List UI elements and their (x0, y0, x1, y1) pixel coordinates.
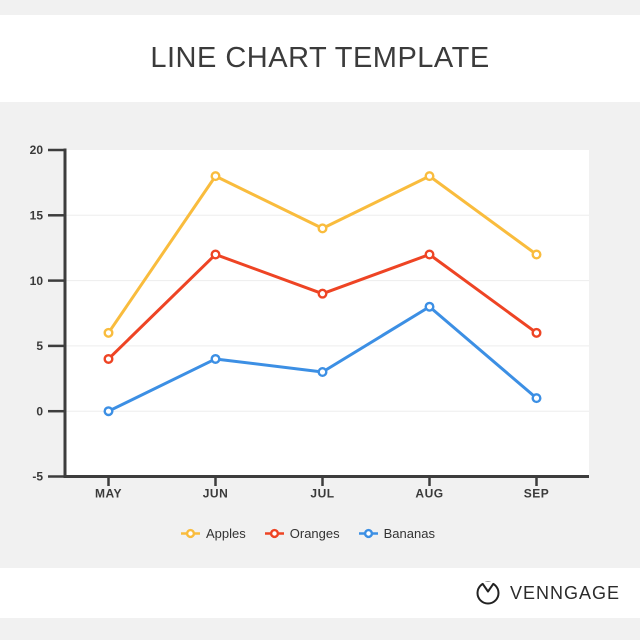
legend-marker-bananas (358, 528, 378, 538)
series-line-oranges (107, 252, 538, 361)
legend-marker-oranges (264, 528, 284, 538)
x-tick-label: MAY (95, 487, 122, 501)
y-tick-label: 0 (36, 404, 43, 418)
y-tick-label: 20 (30, 143, 44, 157)
legend-item-oranges: Oranges (264, 525, 340, 541)
legend-marker-apples (181, 528, 201, 538)
legend-item-apples: Apples (181, 526, 246, 541)
plot-area (65, 150, 589, 477)
legend-label: Apples (206, 525, 246, 541)
chart-legend: Apples Oranges Bananas (0, 524, 628, 542)
venngage-pie-icon (476, 581, 500, 605)
x-tick-label: JUN (203, 487, 229, 501)
y-tick-label: 15 (30, 209, 44, 223)
data-point-apples (210, 171, 221, 182)
legend-item-bananas: Bananas (358, 525, 435, 541)
data-point-apples (424, 171, 435, 182)
y-tick-label: -5 (32, 470, 43, 484)
page-title: LINE CHART TEMPLATE (150, 42, 490, 74)
data-point-bananas (317, 367, 328, 378)
data-point-apples (317, 223, 328, 234)
data-point-apples (531, 249, 542, 260)
y-tick-label: 10 (30, 274, 44, 288)
series-line-bananas (107, 305, 538, 413)
title-band: LINE CHART TEMPLATE (0, 15, 640, 102)
data-point-bananas (210, 353, 221, 364)
y-tick-label: 5 (36, 339, 43, 353)
data-point-oranges (317, 288, 328, 299)
data-point-bananas (531, 393, 542, 404)
x-tick-label: JUL (310, 487, 334, 501)
x-tick-label: AUG (415, 487, 443, 501)
footer-band: VENNGAGE (0, 568, 640, 618)
brand-name: VENNGAGE (509, 582, 620, 603)
legend-label: Oranges (289, 525, 340, 541)
data-point-oranges (103, 353, 114, 364)
series-line-apples (107, 174, 538, 335)
data-point-bananas (424, 301, 435, 312)
data-point-oranges (531, 327, 542, 338)
data-point-oranges (424, 249, 435, 260)
data-point-bananas (103, 406, 114, 417)
legend-label: Bananas (383, 525, 435, 541)
data-point-apples (103, 327, 114, 338)
x-tick-label: SEP (524, 487, 550, 501)
data-point-oranges (210, 249, 221, 260)
